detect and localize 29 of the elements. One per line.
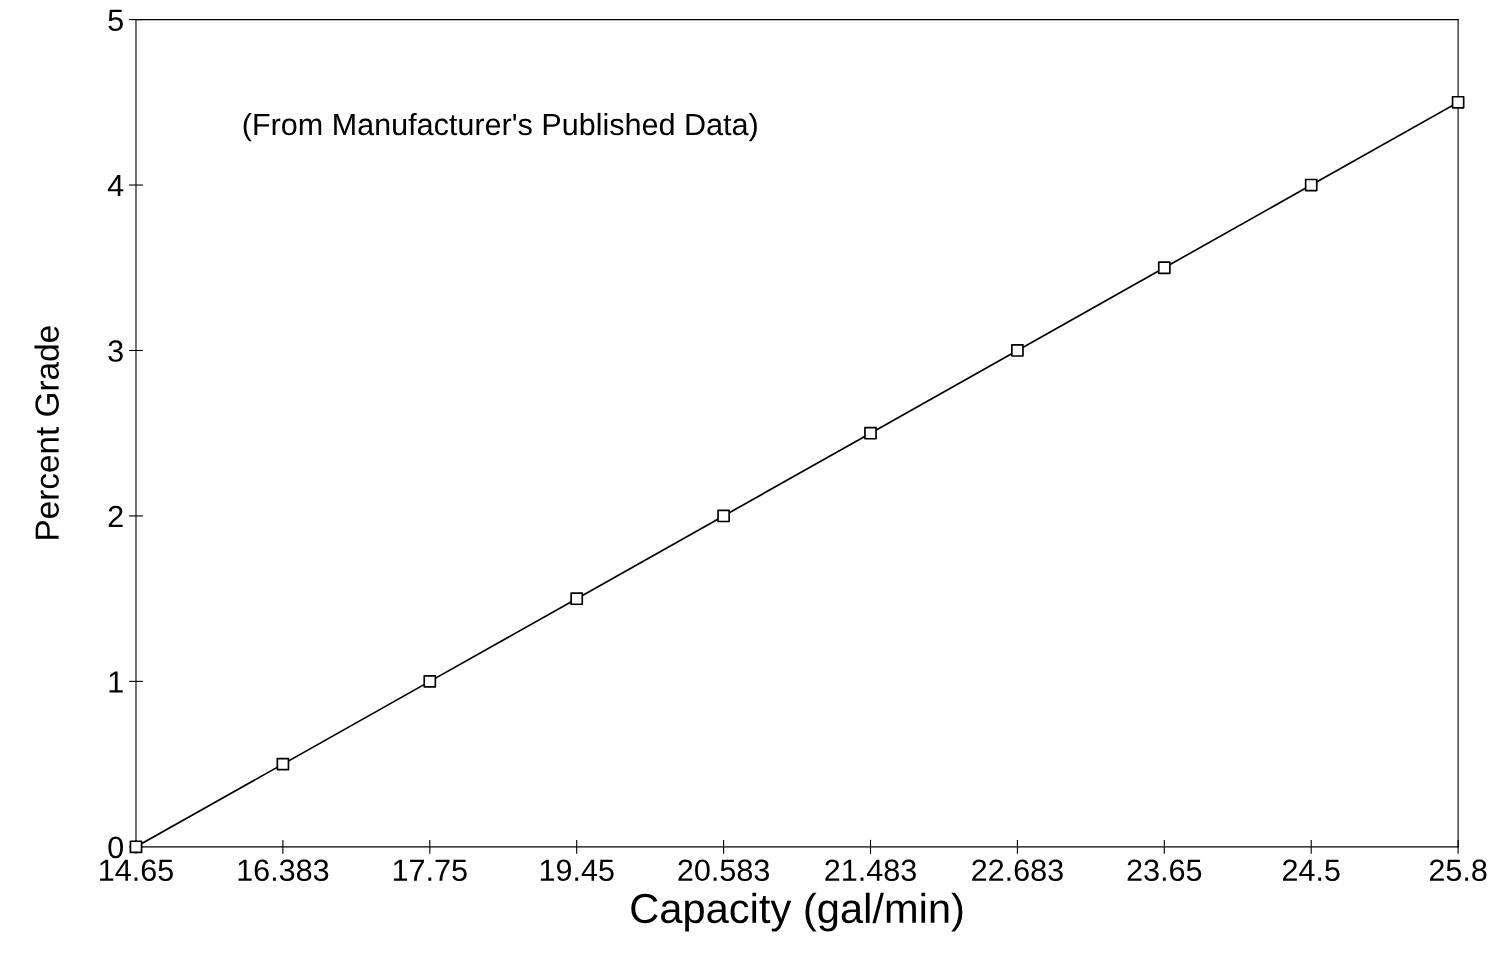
point	[717, 509, 730, 523]
x-tick-label: 25.8	[1429, 859, 1487, 882]
y-tick-label: 3	[108, 340, 123, 362]
y-tick-label: 0	[108, 836, 123, 859]
x-tick-label: 23.65	[1127, 859, 1202, 882]
point	[276, 757, 290, 771]
x-axis-title: Capacity (gal/min)	[631, 892, 963, 932]
x-tick-label: 24.5	[1283, 859, 1340, 882]
y-tick-label: 4	[107, 175, 124, 197]
y-axis-title: Percent Grade	[34, 326, 59, 539]
annotation: (From Manufacturer's Published Data)	[243, 112, 757, 142]
x-tick-label: 20.583	[678, 859, 769, 882]
x-tick-label: 19.45	[540, 859, 614, 882]
y-tick-label: 1	[109, 671, 123, 693]
point	[1011, 344, 1024, 357]
point	[1304, 178, 1318, 192]
x-tick-label: 16.383	[238, 859, 329, 882]
point	[864, 426, 877, 440]
x-tick-label: 21.483	[825, 859, 916, 882]
x-tick-label: 17.75	[393, 859, 467, 882]
point	[570, 592, 584, 606]
point	[1157, 261, 1171, 275]
x-tick-label: 22.683	[972, 859, 1063, 882]
y-tick-label: 5	[108, 9, 123, 31]
y-tick-label: 2	[108, 505, 123, 527]
point	[423, 674, 437, 688]
point	[1451, 95, 1465, 109]
point	[128, 839, 144, 855]
x-tick-label: 14.65	[100, 859, 173, 882]
